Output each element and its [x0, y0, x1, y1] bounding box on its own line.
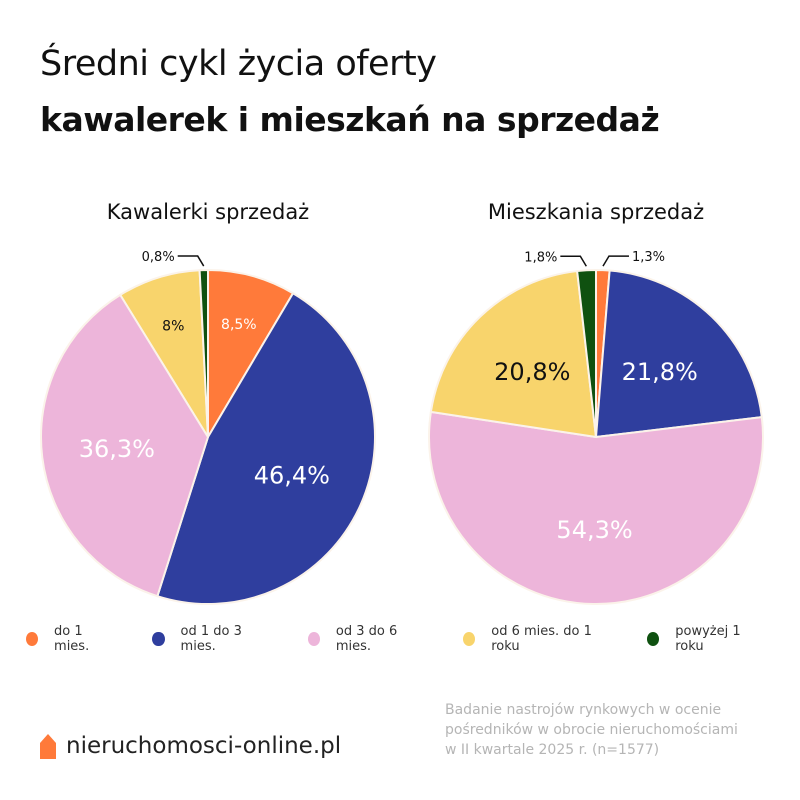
pie-slice	[428, 410, 764, 605]
pie-slice	[576, 268, 597, 438]
slice-value-label: 20,8%	[494, 358, 570, 386]
legend-swatch	[463, 632, 476, 646]
legend-swatch	[152, 632, 165, 646]
source-note: Badanie nastrojów rynkowych w ocenie poś…	[445, 700, 785, 760]
slice-value-label: 21,8%	[622, 358, 698, 386]
legend-item: od 1 do 3 mies.	[152, 624, 267, 654]
slice-value-label: 46,4%	[254, 462, 330, 490]
pie-title-mieszkania: Mieszkania sprzedaż	[487, 200, 705, 224]
slice-value-label: 36,3%	[79, 435, 155, 463]
legend-label: od 1 do 3 mies.	[180, 624, 242, 654]
legend: do 1 mies. od 1 do 3 mies. od 3 do 6 mie…	[26, 624, 800, 654]
pie-title-kawalerki: Kawalerki sprzedaż	[106, 200, 310, 224]
pie-slice	[429, 269, 598, 439]
legend-item: do 1 mies.	[26, 624, 112, 654]
slice-value-label: 0,8%	[142, 250, 175, 265]
brand-name: nieruchomosci-online.pl	[66, 733, 342, 759]
callout-line	[177, 255, 205, 267]
legend-label: powyżej 1 roku	[675, 624, 741, 654]
legend-swatch	[26, 632, 39, 646]
legend-swatch	[647, 632, 660, 646]
pie-slice	[198, 268, 209, 438]
brand-logo[interactable]: nieruchomosci-online.pl	[40, 733, 341, 759]
legend-label: od 3 do 6 mies.	[335, 624, 398, 654]
house-icon	[40, 733, 56, 759]
pie-slice	[207, 268, 295, 441]
slice-value-label: 1,8%	[524, 250, 557, 265]
legend-label: od 6 mies. do 1 roku	[491, 624, 592, 654]
legend-item: od 3 do 6 mies.	[307, 624, 423, 654]
callout-line	[560, 255, 587, 267]
slice-value-label: 1,3%	[632, 250, 665, 265]
callout-line	[602, 255, 629, 267]
slice-value-label: 54,3%	[556, 516, 632, 544]
legend-label: do 1 mies.	[54, 624, 90, 654]
legend-item: powyżej 1 roku	[647, 624, 760, 654]
title-line-1: Średni cykl życia oferty	[40, 44, 437, 84]
legend-item: od 6 mies. do 1 roku	[463, 624, 607, 654]
pie-slice	[156, 291, 376, 605]
pie-slice	[594, 269, 763, 439]
source-line: Badanie nastrojów rynkowych w ocenie	[445, 702, 722, 718]
title-line-2: kawalerek i mieszkań na sprzedaż	[40, 100, 660, 139]
source-line: w II kwartale 2025 r. (n=1577)	[445, 742, 660, 758]
slice-value-label: 8,5%	[221, 317, 257, 333]
legend-swatch	[307, 632, 320, 646]
source-line: pośredników w obrocie nieruchomościami	[445, 722, 738, 738]
slice-value-label: 8%	[162, 318, 184, 334]
